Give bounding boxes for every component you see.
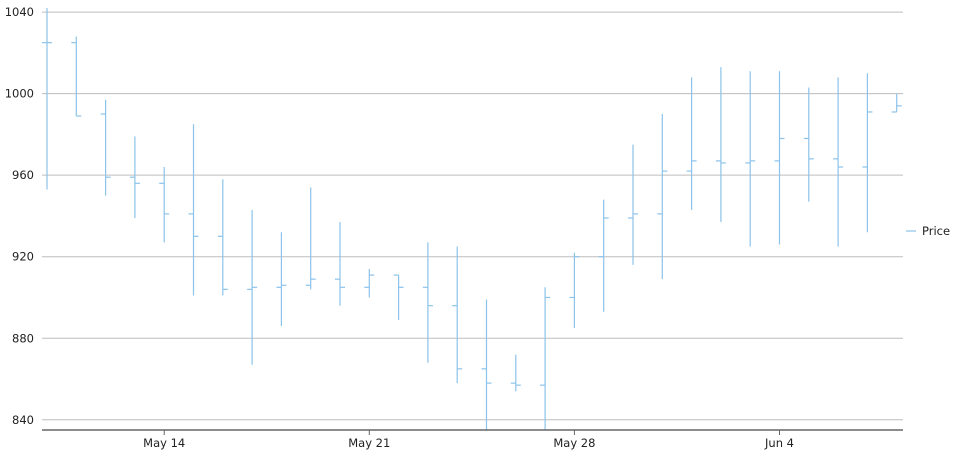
y-tick-label: 1040 [5,5,34,19]
ohlc-bar [774,71,785,245]
x-tick-label: May 28 [553,436,595,450]
y-axis: 840 880 920 960 1000 1040 [5,5,34,427]
ohlc-bar [393,274,404,320]
ohlc-bar [247,209,258,365]
ohlc-bar [335,222,345,306]
y-tick-label: 840 [12,413,34,427]
ohlc-series-price [42,8,902,430]
x-tick-label: May 21 [348,436,390,450]
ohlc-bar [217,179,228,296]
ohlc-bar [100,99,111,196]
ohlc-bar [71,36,82,117]
ohlc-bar [481,299,492,430]
ohlc-bar [510,354,521,392]
x-tick-label: Jun 4 [764,436,794,450]
legend-label-price: Price [922,224,950,238]
ohlc-bar [833,77,844,247]
ohlc-bar [159,167,170,243]
y-tick-label: 1000 [5,87,34,101]
ohlc-bar [129,136,140,218]
y-tick-label: 960 [12,168,34,182]
x-axis: May 14 May 21 May 28 Jun 4 [143,430,794,450]
ohlc-bar [657,114,668,280]
ohlc-bar [422,242,433,363]
ohlc-bar [188,124,199,296]
ohlc-bar [598,199,609,312]
y-tick-label: 880 [12,331,34,345]
ohlc-bar [715,67,726,223]
ohlc-bar [364,268,375,298]
ohlc-bar [452,246,463,384]
legend: Price [906,224,950,238]
ohlc-bar [862,73,873,233]
ohlc-bar [628,144,638,265]
ohlc-bar [276,232,287,327]
y-tick-label: 920 [12,250,34,264]
ohlc-bar [686,77,697,210]
ohlc-bar [42,8,52,190]
ohlc-bar [569,252,580,329]
x-tick-label: May 14 [143,436,185,450]
ohlc-bar [540,287,551,430]
ohlc-bar [745,71,756,247]
gridlines [42,11,903,421]
ohlc-bar [305,187,316,290]
ohlc-bar [803,87,814,202]
ohlc-bar [891,93,902,113]
